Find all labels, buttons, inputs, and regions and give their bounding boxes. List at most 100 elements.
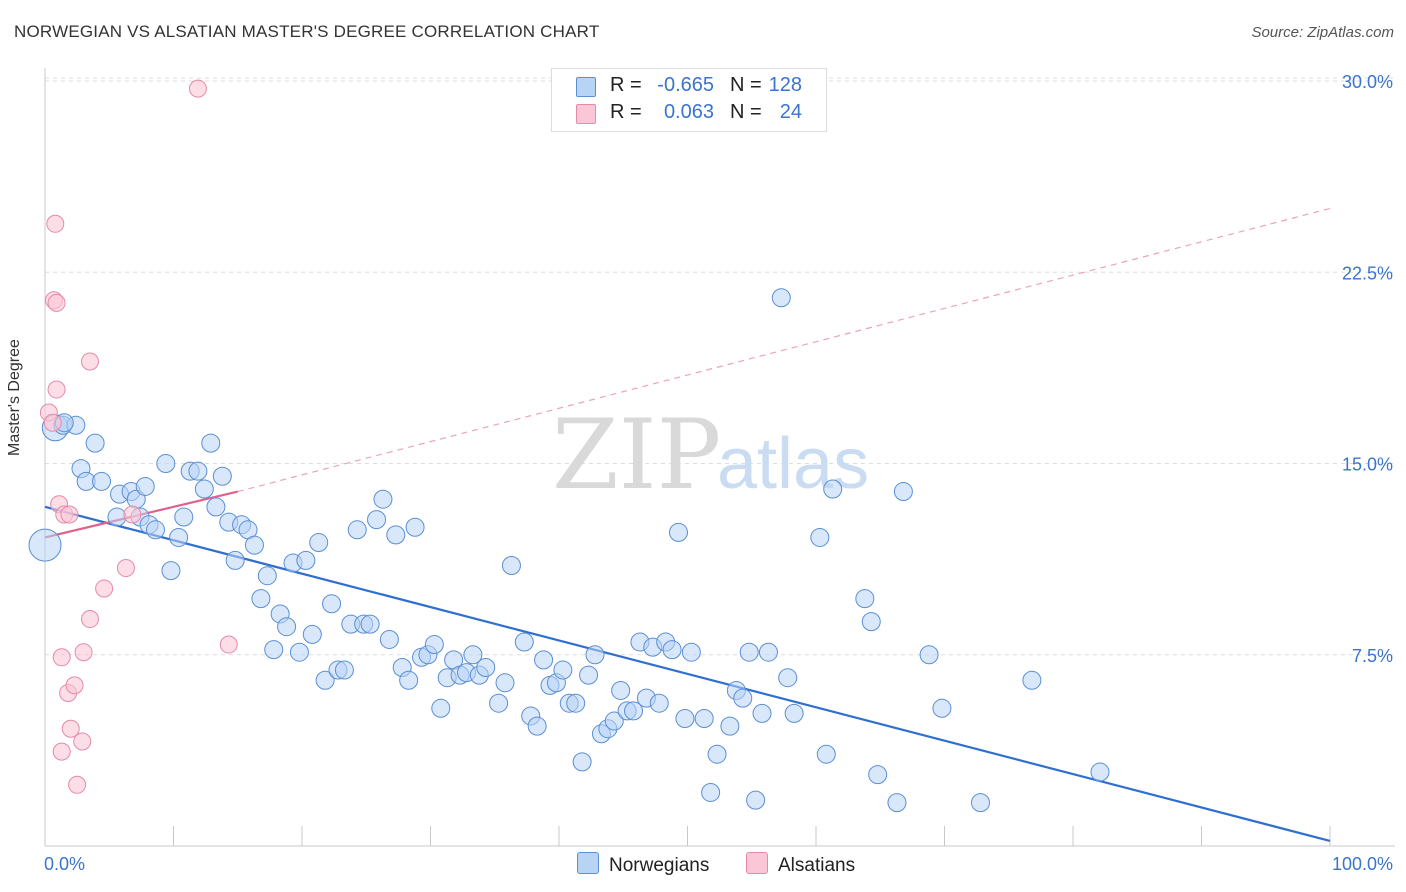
norwegian-point xyxy=(386,525,406,545)
norwegian-point xyxy=(823,479,843,499)
norwegian-point xyxy=(887,793,907,813)
norwegian-point xyxy=(527,716,547,736)
norwegian-point xyxy=(771,288,791,308)
norwegian-point xyxy=(707,744,727,764)
norwegian-point xyxy=(309,533,329,553)
alsatian-point xyxy=(188,79,207,98)
norwegian-point xyxy=(1022,670,1042,690)
r-value: 0.063 xyxy=(663,101,714,123)
norwegian-point xyxy=(85,433,105,453)
alsatian-point xyxy=(68,775,87,794)
norwegian-point xyxy=(701,782,721,802)
alsatian-point xyxy=(52,648,71,667)
y-tick-label: 30.0% xyxy=(1342,72,1393,92)
chart-title: NORWEGIAN VS ALSATIAN MASTER'S DEGREE CO… xyxy=(14,22,600,41)
norwegian-point xyxy=(399,670,419,690)
norwegian-point xyxy=(514,632,534,652)
norwegian-point xyxy=(161,561,181,581)
norwegian-point xyxy=(379,629,399,649)
norwegian-point xyxy=(746,790,766,810)
norwegian-point xyxy=(810,527,830,547)
norwegian-point xyxy=(868,765,888,785)
norwegian-point xyxy=(296,550,316,570)
alsatian-point xyxy=(61,719,80,738)
norwegian-point xyxy=(206,497,226,517)
watermark-zip: ZIP xyxy=(552,399,721,511)
norwegian-point xyxy=(694,709,714,728)
norwegian-point xyxy=(476,658,496,677)
r-label: R = xyxy=(610,74,642,96)
legend-label-alsatians: Alsatians xyxy=(778,855,856,876)
norwegian-point xyxy=(405,517,425,537)
norwegian-point xyxy=(315,670,335,690)
norwegian-point xyxy=(289,642,309,662)
norwegian-point xyxy=(257,566,277,586)
norwegian-point xyxy=(251,589,271,609)
alsatian-point xyxy=(43,413,62,432)
norwegian-point xyxy=(585,645,605,665)
alsatians-trend-extension xyxy=(237,207,1331,493)
alsatian-point xyxy=(95,579,114,598)
norwegian-point xyxy=(424,635,444,655)
norwegian-point xyxy=(720,716,740,736)
norwegian-point xyxy=(649,693,669,713)
norwegian-point xyxy=(675,709,695,728)
watermark: ZIP atlas xyxy=(552,399,869,511)
norwegian-point xyxy=(495,673,515,693)
norwegian-point xyxy=(360,614,380,634)
alsatians-legend-swatch xyxy=(746,852,768,874)
norwegian-point xyxy=(778,668,798,688)
norwegian-point xyxy=(784,703,804,723)
norwegian-point xyxy=(146,520,166,540)
norwegian-point xyxy=(169,527,189,547)
alsatian-point xyxy=(219,635,238,654)
legend-label-norwegians: Norwegians xyxy=(609,855,710,876)
n-value: 24 xyxy=(779,101,802,123)
alsatian-point xyxy=(47,380,66,399)
norwegian-point xyxy=(662,640,682,660)
alsatian-point xyxy=(47,293,66,312)
legend-item-alsatians[interactable]: Alsatians xyxy=(746,852,855,877)
alsatian-point xyxy=(65,676,84,695)
norwegians-points xyxy=(28,288,1110,813)
norwegian-point xyxy=(566,693,586,713)
norwegian-point xyxy=(932,698,952,718)
x-tick-label: 0.0% xyxy=(44,854,85,874)
source-credit: Source: ZipAtlas.com xyxy=(1251,24,1394,41)
norwegian-point xyxy=(855,589,875,609)
norwegian-point xyxy=(367,510,387,530)
watermark-atlas: atlas xyxy=(717,424,869,504)
norwegian-point xyxy=(733,688,753,708)
norwegian-point xyxy=(201,433,221,453)
norwegian-point xyxy=(579,665,599,685)
alsatians-points xyxy=(39,79,238,794)
x-tick-label: 100.0% xyxy=(1332,854,1393,874)
norwegian-point xyxy=(277,617,297,637)
norwegian-point xyxy=(135,476,155,496)
norwegian-point xyxy=(225,550,245,570)
norwegian-point xyxy=(501,556,521,575)
norwegian-point xyxy=(373,489,393,509)
norwegian-point xyxy=(174,507,194,527)
n-label: N = xyxy=(730,101,762,123)
alsatians-swatch xyxy=(576,104,596,124)
norwegian-point xyxy=(919,645,939,665)
norwegian-point xyxy=(752,703,772,723)
norwegian-point xyxy=(264,640,284,660)
norwegian-point xyxy=(624,701,644,721)
legend-item-norwegians[interactable]: Norwegians xyxy=(577,852,709,877)
alsatian-point xyxy=(60,505,79,524)
norwegian-point xyxy=(681,642,701,662)
n-value: 128 xyxy=(768,74,802,96)
alsatian-point xyxy=(116,559,135,578)
norwegian-point xyxy=(970,793,990,813)
norwegian-point xyxy=(188,461,208,481)
norwegian-point xyxy=(489,693,509,713)
norwegian-point xyxy=(758,642,778,662)
norwegian-point xyxy=(816,744,836,764)
norwegian-point xyxy=(431,698,451,718)
norwegian-point xyxy=(572,752,592,772)
norwegian-point xyxy=(669,522,689,542)
r-value: -0.665 xyxy=(657,74,714,96)
